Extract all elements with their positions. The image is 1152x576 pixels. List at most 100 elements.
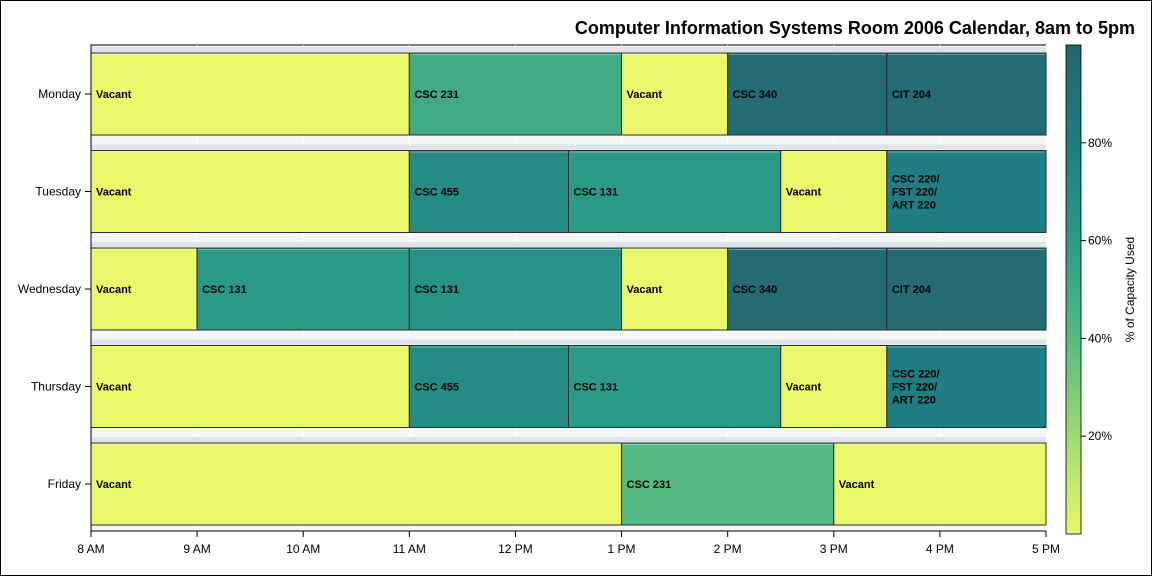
y-tick-label-wednesday: Wednesday	[18, 282, 81, 296]
bar-monday-1: CSC 231	[408, 52, 623, 136]
bar-thursday-20: CSC 220/FST 220/ART 220	[886, 345, 1047, 428]
bar-rect	[780, 150, 888, 233]
y-axis: Monday Tuesday Wednesday Thursday Friday	[18, 45, 92, 531]
bar-friday-22: CSC 231	[621, 442, 835, 526]
bar-rect	[196, 247, 410, 331]
bar-label: CSC 131	[414, 284, 459, 296]
bar-rect	[621, 247, 729, 331]
bar-rect	[886, 345, 1047, 428]
y-tick-label-thursday: Thursday	[31, 380, 81, 394]
x-tick-label: 5 PM	[1032, 542, 1060, 556]
bar-label: CSC 131	[574, 187, 619, 199]
bar-rect	[727, 52, 888, 136]
bar-wednesday-11: CSC 131	[196, 247, 410, 331]
y-tick-label-tuesday: Tuesday	[35, 185, 81, 199]
row-band	[91, 47, 1046, 52]
colorbar-tick-label: 60%	[1088, 234, 1112, 248]
bar-label: CSC 340	[733, 284, 778, 296]
colorbar: 20% 40% 60% 80% % of Capacity Used	[1065, 44, 1137, 535]
bar-label: Vacant	[627, 284, 663, 296]
y-tick-label-friday: Friday	[48, 477, 81, 491]
bar-label: CSC 231	[627, 479, 672, 491]
x-tick-label: 11 AM	[393, 542, 426, 556]
bar-wednesday-15: CIT 204	[886, 247, 1047, 331]
bar-label: Vacant	[96, 284, 132, 296]
bar-tuesday-7: CSC 131	[568, 150, 782, 233]
x-tick-label: 8 AM	[77, 542, 104, 556]
colorbar-tick-label: 20%	[1088, 429, 1112, 443]
bar-wednesday-13: Vacant	[621, 247, 729, 331]
x-tick-label: 9 AM	[183, 542, 210, 556]
bar-label: CSC 231	[414, 89, 459, 101]
bar-tuesday-6: CSC 455	[408, 150, 570, 233]
bar-rect	[568, 150, 782, 233]
bar-rect	[621, 52, 729, 136]
bar-label: Vacant	[96, 89, 132, 101]
bar-wednesday-14: CSC 340	[727, 247, 888, 331]
bar-label: Vacant	[627, 89, 663, 101]
bar-label: Vacant	[786, 187, 822, 199]
bar-rect	[90, 442, 623, 526]
bar-rect	[90, 345, 410, 428]
bar-rect	[886, 247, 1047, 331]
colorbar-label: % of Capacity Used	[1123, 237, 1137, 342]
bar-friday-23: Vacant	[833, 442, 1047, 526]
bar-rect	[90, 247, 198, 331]
bars-group: Vacant CSC 231 Vacant CSC 340 CIT 204 Vacant C…	[90, 52, 1047, 526]
bar-label: CSC 455	[414, 382, 459, 394]
row-band	[91, 242, 1046, 247]
bar-label: Vacant	[96, 382, 132, 394]
bar-rect	[886, 150, 1047, 233]
x-axis: 8 AM 9 AM 10 AM 11 AM 12 PM 1 PM 2 PM 3 PM 4 PM 5…	[77, 530, 1060, 556]
bar-label: CIT 204	[892, 284, 932, 296]
y-tick-label-monday: Monday	[38, 87, 81, 101]
bar-label: Vacant	[96, 187, 132, 199]
bar-tuesday-8: Vacant	[780, 150, 888, 233]
bar-wednesday-12: CSC 131	[408, 247, 623, 331]
bar-label: CSC 340	[733, 89, 778, 101]
bar-tuesday-9: CSC 220/FST 220/ART 220	[886, 150, 1047, 233]
bar-tuesday-5: Vacant	[90, 150, 410, 233]
x-tick-label: 12 PM	[498, 542, 533, 556]
x-tick-label: 3 PM	[820, 542, 848, 556]
bar-label: CSC 131	[202, 284, 247, 296]
bar-friday-21: Vacant	[90, 442, 623, 526]
bar-monday-3: CSC 340	[727, 52, 888, 136]
bar-label: CSC 455	[414, 187, 459, 199]
colorbar-tick-label: 40%	[1088, 331, 1112, 345]
bar-rect	[408, 345, 570, 428]
bar-thursday-17: CSC 455	[408, 345, 570, 428]
x-tick-label: 4 PM	[926, 542, 954, 556]
chart-title: Computer Information Systems Room 2006 C…	[575, 18, 1135, 38]
bar-thursday-18: CSC 131	[568, 345, 782, 428]
x-tick-label: 1 PM	[608, 542, 636, 556]
bar-label: CSC 131	[574, 382, 619, 394]
bar-thursday-16: Vacant	[90, 345, 410, 428]
bar-thursday-19: Vacant	[780, 345, 888, 428]
bar-rect	[833, 442, 1047, 526]
bar-label: CSC 220/FST 220/ART 220	[892, 369, 940, 407]
bar-monday-4: CIT 204	[886, 52, 1047, 136]
bar-label: Vacant	[786, 382, 822, 394]
bar-rect	[408, 247, 623, 331]
bar-label: CIT 204	[892, 89, 932, 101]
row-band	[91, 339, 1046, 345]
x-tick-label: 10 AM	[286, 542, 320, 556]
bar-rect	[727, 247, 888, 331]
bar-label: Vacant	[96, 479, 132, 491]
bar-monday-2: Vacant	[621, 52, 729, 136]
bar-rect	[886, 52, 1047, 136]
bar-rect	[568, 345, 782, 428]
bar-rect	[780, 345, 888, 428]
bar-wednesday-10: Vacant	[90, 247, 198, 331]
bar-monday-0: Vacant	[90, 52, 410, 136]
bar-rect	[408, 150, 570, 233]
colorbar-gradient	[1065, 44, 1082, 535]
bar-label: Vacant	[839, 479, 875, 491]
x-tick-label: 2 PM	[714, 542, 742, 556]
colorbar-tick-label: 80%	[1088, 136, 1112, 150]
bar-rect	[408, 52, 623, 136]
bar-rect	[90, 150, 410, 233]
